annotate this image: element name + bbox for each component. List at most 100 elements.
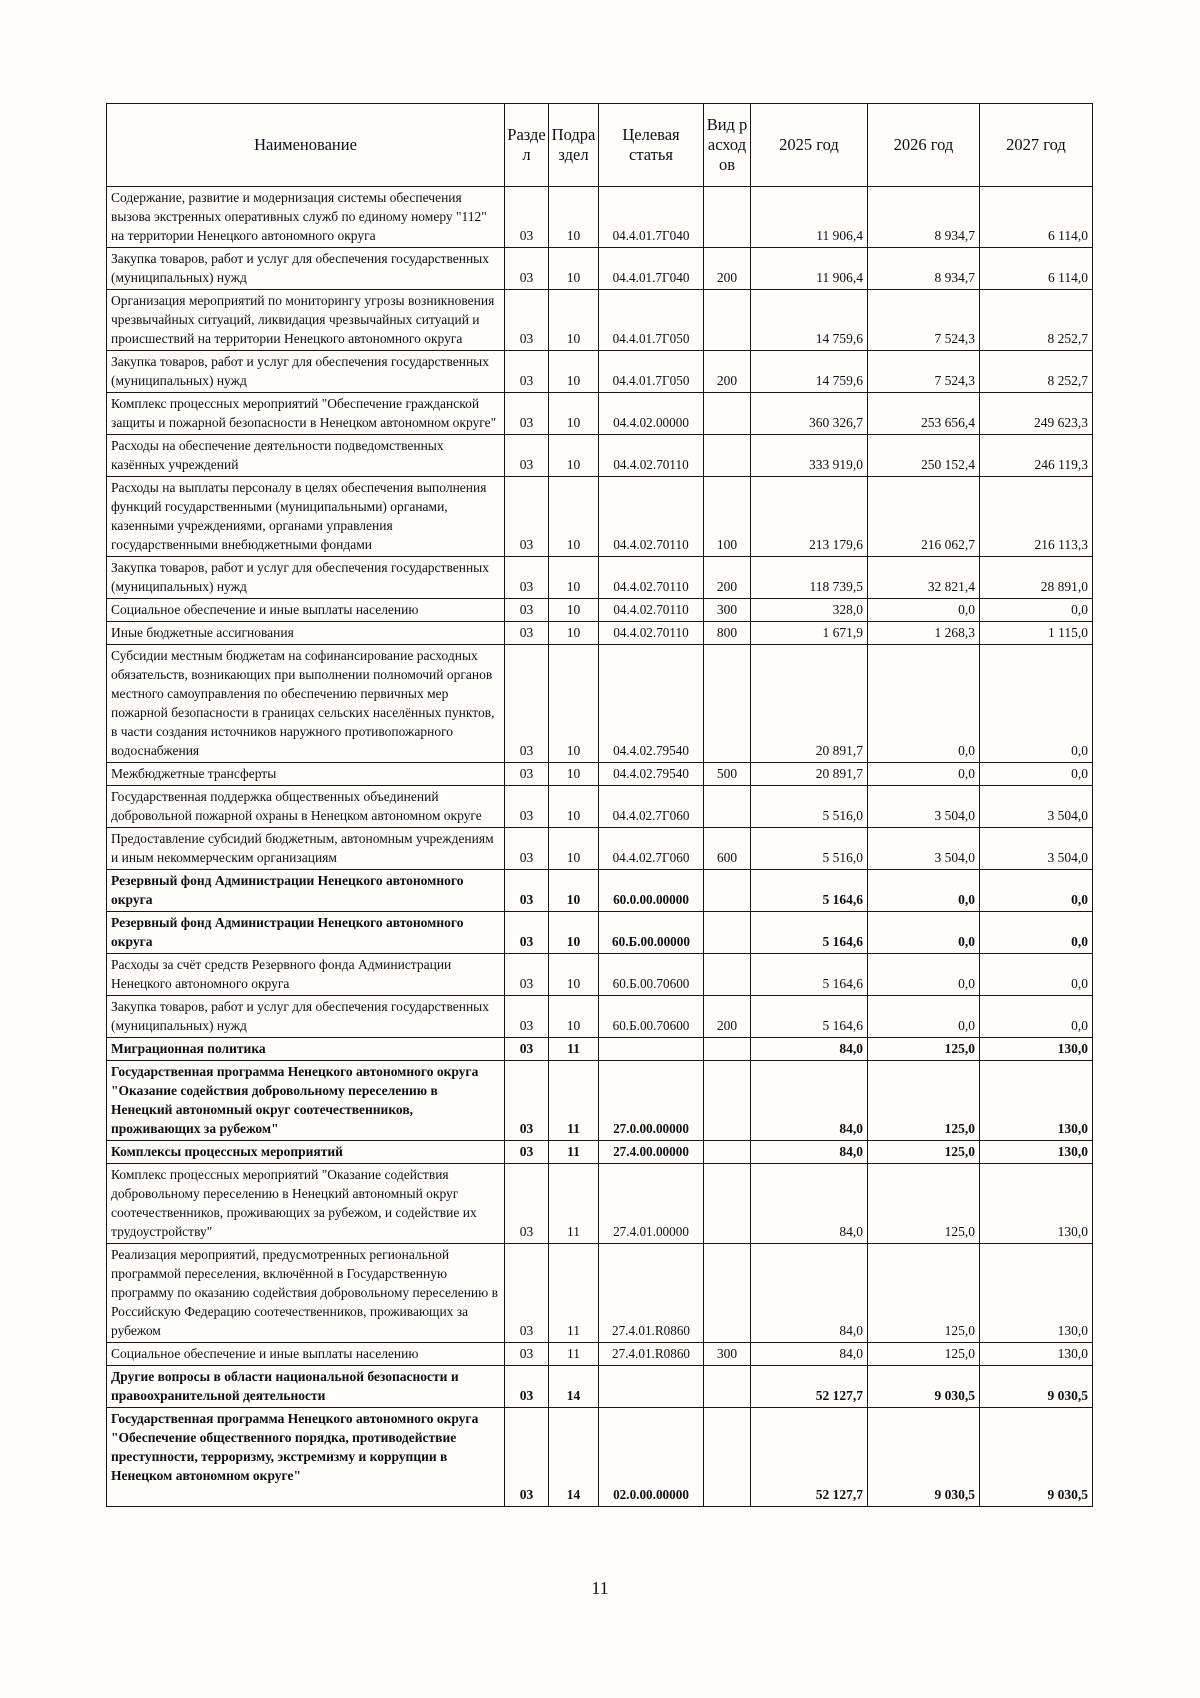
cell-podrazdel: 10	[548, 350, 599, 393]
cell-target-article: 04.4.01.7Г050	[598, 289, 704, 351]
cell-name: Миграционная политика	[106, 1037, 505, 1061]
cell-amount-2027: 130,0	[979, 1060, 1093, 1141]
cell-target-article: 04.4.02.70110	[598, 598, 704, 622]
cell-expense-type: 600	[703, 827, 751, 870]
cell-amount-2025: 1 671,9	[750, 621, 868, 645]
cell-razdel: 03	[504, 1407, 549, 1507]
cell-amount-2025: 11 906,4	[750, 186, 868, 248]
cell-amount-2027: 9 030,5	[979, 1365, 1093, 1408]
cell-amount-2025: 328,0	[750, 598, 868, 622]
cell-amount-2026: 9 030,5	[867, 1407, 980, 1507]
cell-name: Комплекс процессных мероприятий "Обеспеч…	[106, 392, 505, 435]
table-row: Закупка товаров, работ и услуг для обесп…	[106, 350, 1093, 393]
cell-expense-type: 500	[703, 762, 751, 786]
cell-target-article: 27.0.00.00000	[598, 1060, 704, 1141]
cell-amount-2027: 130,0	[979, 1342, 1093, 1366]
table-row: Закупка товаров, работ и услуг для обесп…	[106, 247, 1093, 290]
table-row: Миграционная политика 03 11 84,0 125,0 130,0	[106, 1037, 1093, 1061]
cell-amount-2025: 333 919,0	[750, 434, 868, 477]
cell-target-article: 60.Б.00.70600	[598, 995, 704, 1038]
cell-amount-2027: 130,0	[979, 1140, 1093, 1164]
cell-amount-2026: 125,0	[867, 1243, 980, 1343]
cell-expense-type: 300	[703, 598, 751, 622]
cell-razdel: 03	[504, 1140, 549, 1164]
cell-podrazdel: 10	[548, 434, 599, 477]
cell-amount-2027: 8 252,7	[979, 289, 1093, 351]
cell-amount-2027: 0,0	[979, 953, 1093, 996]
cell-razdel: 03	[504, 911, 549, 954]
cell-expense-type: 200	[703, 247, 751, 290]
cell-expense-type	[703, 1060, 751, 1141]
table-body: Содержание, развитие и модернизация сист…	[106, 186, 1093, 1507]
cell-podrazdel: 10	[548, 911, 599, 954]
cell-amount-2026: 8 934,7	[867, 247, 980, 290]
col-header-year-2025: 2025 год	[750, 103, 868, 187]
cell-amount-2027: 9 030,5	[979, 1407, 1093, 1507]
cell-podrazdel: 10	[548, 827, 599, 870]
cell-expense-type	[703, 1243, 751, 1343]
cell-amount-2027: 6 114,0	[979, 186, 1093, 248]
cell-podrazdel: 11	[548, 1342, 599, 1366]
cell-expense-type	[703, 434, 751, 477]
cell-name: Иные бюджетные ассигнования	[106, 621, 505, 645]
cell-name: Социальное обеспечение и иные выплаты на…	[106, 598, 505, 622]
table-row: Комплекс процессных мероприятий "Оказани…	[106, 1163, 1093, 1244]
cell-razdel: 03	[504, 1365, 549, 1408]
cell-target-article: 04.4.02.79540	[598, 644, 704, 763]
cell-name: Закупка товаров, работ и услуг для обесп…	[106, 556, 505, 599]
cell-amount-2025: 5 164,6	[750, 869, 868, 912]
cell-amount-2026: 7 524,3	[867, 289, 980, 351]
cell-podrazdel: 11	[548, 1243, 599, 1343]
cell-name: Содержание, развитие и модернизация сист…	[106, 186, 505, 248]
cell-amount-2025: 52 127,7	[750, 1365, 868, 1408]
page-number: 11	[591, 1578, 609, 1598]
cell-amount-2025: 84,0	[750, 1243, 868, 1343]
table-row: Другие вопросы в области национальной бе…	[106, 1365, 1093, 1408]
cell-amount-2027: 0,0	[979, 911, 1093, 954]
cell-expense-type	[703, 392, 751, 435]
cell-razdel: 03	[504, 762, 549, 786]
cell-target-article: 27.4.01.R0860	[598, 1243, 704, 1343]
table-row: Закупка товаров, работ и услуг для обесп…	[106, 556, 1093, 599]
cell-amount-2027: 249 623,3	[979, 392, 1093, 435]
col-header-podrazdel: Подраздел	[548, 103, 599, 187]
cell-amount-2027: 0,0	[979, 869, 1093, 912]
cell-name: Государственная программа Ненецкого авто…	[106, 1060, 505, 1141]
table-row: Расходы на выплаты персоналу в целях обе…	[106, 476, 1093, 557]
cell-razdel: 03	[504, 556, 549, 599]
budget-table: Наименование Раздел Подраздел Целевая ст…	[106, 103, 1093, 1507]
cell-target-article: 04.4.02.70110	[598, 476, 704, 557]
cell-target-article: 04.4.02.00000	[598, 392, 704, 435]
cell-razdel: 03	[504, 392, 549, 435]
cell-amount-2027: 246 119,3	[979, 434, 1093, 477]
cell-expense-type	[703, 869, 751, 912]
table-row: Социальное обеспечение и иные выплаты на…	[106, 598, 1093, 622]
cell-name: Социальное обеспечение и иные выплаты на…	[106, 1342, 505, 1366]
table-row: Иные бюджетные ассигнования 03 10 04.4.02.7…	[106, 621, 1093, 645]
cell-target-article: 27.4.01.00000	[598, 1163, 704, 1244]
col-header-expense-type: Вид расходов	[703, 103, 751, 187]
cell-amount-2027: 0,0	[979, 598, 1093, 622]
cell-amount-2026: 125,0	[867, 1163, 980, 1244]
col-header-razdel: Раздел	[504, 103, 549, 187]
cell-expense-type: 200	[703, 350, 751, 393]
table-row: Комплексы процессных мероприятий 03 11 27.4…	[106, 1140, 1093, 1164]
table-row: Социальное обеспечение и иные выплаты на…	[106, 1342, 1093, 1366]
cell-amount-2026: 8 934,7	[867, 186, 980, 248]
cell-expense-type	[703, 785, 751, 828]
table-row: Предоставление субсидий бюджетным, автон…	[106, 827, 1093, 870]
cell-razdel: 03	[504, 1163, 549, 1244]
cell-razdel: 03	[504, 350, 549, 393]
cell-expense-type: 800	[703, 621, 751, 645]
cell-name: Межбюджетные трансферты	[106, 762, 505, 786]
cell-amount-2025: 5 164,6	[750, 995, 868, 1038]
cell-amount-2025: 20 891,7	[750, 762, 868, 786]
cell-target-article	[598, 1037, 704, 1061]
cell-podrazdel: 10	[548, 995, 599, 1038]
cell-amount-2026: 0,0	[867, 911, 980, 954]
cell-amount-2027: 6 114,0	[979, 247, 1093, 290]
cell-amount-2026: 0,0	[867, 644, 980, 763]
cell-expense-type	[703, 1037, 751, 1061]
table-row: Государственная поддержка общественных о…	[106, 785, 1093, 828]
table-row: Государственная программа Ненецкого авто…	[106, 1407, 1093, 1507]
